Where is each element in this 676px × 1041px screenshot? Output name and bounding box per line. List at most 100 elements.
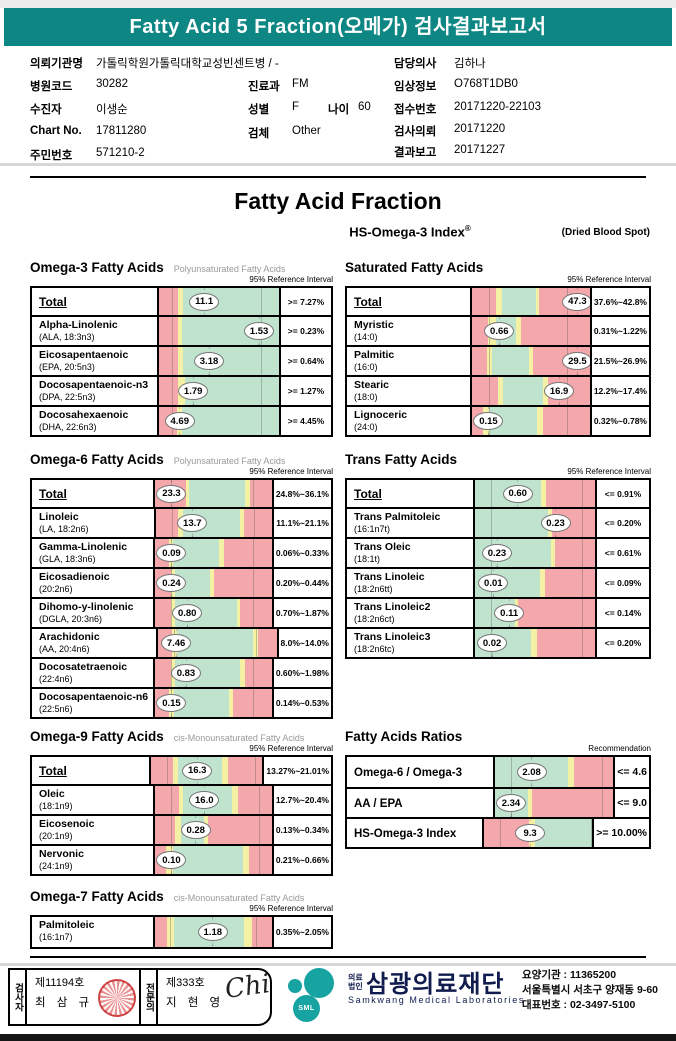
value-marker: 9.3 xyxy=(515,824,546,842)
table-row: Total 47.337.6%~42.8% xyxy=(347,288,649,315)
bar-gridline xyxy=(601,757,603,787)
reference-range-cell: <= 0.61% xyxy=(604,548,642,558)
section-omega6: Omega-6 Fatty Acids Polyunsaturated Fatty… xyxy=(30,452,333,719)
bar-gridline xyxy=(253,599,255,627)
table-row: Trans Palmitoleic(16:1n7t) 0.23 <= 0.20% xyxy=(347,507,649,537)
bar-gridline xyxy=(491,480,492,507)
analyte-name-cell: Docosapentaenoic-n6 (22:5n6) xyxy=(32,689,156,717)
bar-gridline xyxy=(253,569,255,597)
reference-range-cell: 0.20%~0.44% xyxy=(275,578,329,588)
footer-divider-line xyxy=(30,956,646,958)
reference-range-cell: 0.14%~0.53% xyxy=(275,698,329,708)
reference-range-cell: 0.60%~1.98% xyxy=(275,668,329,678)
section-title: Omega-3 Fatty Acids xyxy=(30,260,164,275)
zone-yellow xyxy=(536,407,543,435)
analyte-formula: (22:4n6) xyxy=(39,674,73,684)
org-label: 의뢰기관명 xyxy=(30,58,83,70)
reference-bar-cell: 0.28 xyxy=(155,816,274,844)
department-value: FM xyxy=(292,78,309,90)
analyte-name-cell: HS-Omega-3 Index xyxy=(347,819,484,847)
examiner-cell: 제11194호 최 삼 규 xyxy=(27,970,141,1024)
reference-bar-cell: 0.11 xyxy=(475,599,597,627)
specialist-role-label: 전문의 xyxy=(141,970,158,1024)
value-marker: 1.18 xyxy=(197,923,228,941)
bar-gridline xyxy=(253,509,255,537)
zone-yellow xyxy=(175,816,182,844)
result-table: Total 23.3 24.8%~36.1% Linoleic(LA, 18:2n6)… xyxy=(30,478,333,719)
bar-gridline xyxy=(582,569,583,597)
table-row: Eicosenoic(20:1n9) 0.28 0.13%~0.34% xyxy=(32,814,331,844)
reference-bar-cell: 0.80 xyxy=(155,599,274,627)
reference-interval-label: Recommendation xyxy=(588,744,651,753)
analyte-name-cell: Trans Oleic (18:1t) xyxy=(347,539,475,567)
reference-bar-cell: 0.23 xyxy=(475,539,597,567)
section-subtitle: cis-Monounsaturated Fatty Acids xyxy=(173,893,305,903)
bar-gridline xyxy=(259,786,261,814)
table-row: Docosapentaenoic-n6(22:5n6)0.150.14%~0.5… xyxy=(32,687,331,717)
table-row: Trans Linoleic2(18:2n6ct) 0.11 <= 0.14% xyxy=(347,597,649,627)
section-title: Omega-9 Fatty Acids xyxy=(30,729,164,744)
section-subtitle: cis-Monounsaturated Fatty Acids xyxy=(173,733,305,743)
reference-bar-cell: 16.9 xyxy=(472,377,592,405)
sex-label: 성별 xyxy=(248,104,270,116)
analyte-name: Trans Palmitoleic xyxy=(354,511,441,523)
registered-mark: ® xyxy=(464,224,471,233)
signature-box: 검사자 제11194호 최 삼 규 전문의 제333호 지 현 영 Chi xyxy=(8,968,272,1026)
zone-green xyxy=(502,377,543,405)
reference-interval-label: 95% Reference Interval xyxy=(567,467,651,476)
zone-red xyxy=(155,509,178,537)
patient-name-value: 이생순 xyxy=(96,104,128,116)
section-trans: Trans Fatty Acids 95% Reference Interval T… xyxy=(345,452,651,659)
zone-green xyxy=(492,347,529,375)
reference-bar-cell: 0.24 xyxy=(155,569,274,597)
org-name: 삼광의료재단 xyxy=(366,971,505,998)
reference-range-cell: <= 4.6 xyxy=(617,766,647,778)
reference-bar-cell: 3.18 xyxy=(159,347,281,375)
org-name-english: Samkwang Medical Laboratories xyxy=(348,995,525,1005)
table-row: Trans Oleic(18:1t) 0.23 <= 0.61% xyxy=(347,537,649,567)
reference-range-cell: 13.27%~21.01% xyxy=(266,765,329,776)
zone-yellow xyxy=(178,347,183,375)
value-marker: 0.83 xyxy=(170,664,201,682)
reference-range-cell: >= 4.45% xyxy=(287,416,325,426)
zone-yellow xyxy=(239,509,245,537)
reference-range-cell: 37.6%~42.8% xyxy=(593,296,647,307)
reference-range-cell: >= 0.64% xyxy=(287,356,325,366)
table-row: Alpha-Linolenic(ALA, 18:3n3) 1.53 >= 0.23% xyxy=(32,315,331,345)
reference-range-cell: <= 0.20% xyxy=(604,638,642,648)
table-row: Linoleic(LA, 18:2n6) 13.7 11.1%~21.1% xyxy=(32,507,331,537)
reference-bar-cell: 7.46 xyxy=(157,629,279,657)
reference-range-cell: 0.06%~0.33% xyxy=(275,548,329,558)
patient-info: 의뢰기관명 가톨릭학원가톨릭대학교성빈센트병 / - 담당의사 김하나 병원코드… xyxy=(30,55,660,165)
org-address: 서울특별시 서초구 양재동 9-60 xyxy=(522,984,659,996)
zone-red xyxy=(159,288,179,315)
zone-yellow xyxy=(222,757,228,784)
bar-gridline xyxy=(261,377,262,405)
analyte-name-cell: Total xyxy=(347,288,473,315)
bar-gridline xyxy=(166,757,168,784)
analyte-formula: (14:0) xyxy=(354,332,378,342)
bar-gridline xyxy=(256,917,258,947)
zone-red xyxy=(207,816,272,844)
zone-red xyxy=(150,757,174,784)
reference-range-cell: 11.1%~21.1% xyxy=(276,518,329,528)
zone-yellow xyxy=(495,288,502,315)
reference-range-cell: <= 0.91% xyxy=(604,488,642,499)
bottom-margin-bar xyxy=(0,1034,676,1041)
bar-gridline xyxy=(261,407,262,435)
reference-range-cell: 0.31%~1.22% xyxy=(593,326,647,336)
result-table: Omega-6 / Omega-3 2.08 <= 4.6 AA / EPA 2.34 <… xyxy=(345,755,651,849)
table-row: Docosahexaenoic(DHA, 22:6n3) 4.69 >= 4.45% xyxy=(32,405,331,435)
logo-circle-small xyxy=(288,979,302,993)
reference-range-cell: 0.13%~0.34% xyxy=(275,825,329,835)
analyte-name-cell: Total xyxy=(32,288,159,315)
bar-gridline xyxy=(601,789,603,817)
analyte-formula: (EPA, 20:5n3) xyxy=(39,362,95,372)
zone-red xyxy=(224,539,272,567)
value-marker: 0.10 xyxy=(156,851,187,869)
reference-bar-cell: 0.09 xyxy=(155,539,274,567)
section-title: Saturated Fatty Acids xyxy=(345,260,484,275)
result-table: Total 16.3 13.27%~21.01% Oleic(18:1n9) 16.0 1… xyxy=(30,755,333,876)
value-marker: 16.3 xyxy=(182,761,213,780)
bar-gridline xyxy=(499,819,501,847)
